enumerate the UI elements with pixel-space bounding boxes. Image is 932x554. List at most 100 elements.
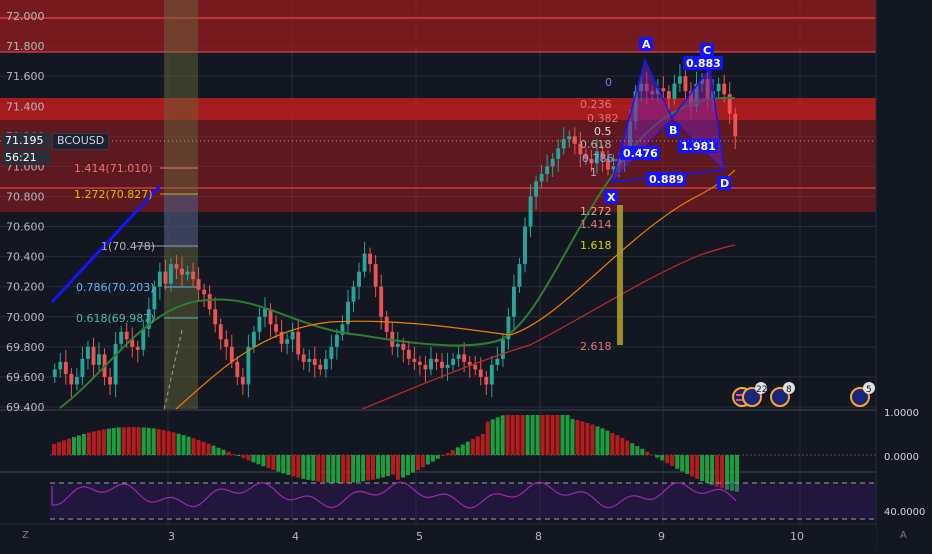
macd-bar bbox=[177, 434, 181, 455]
macd-bar bbox=[536, 415, 540, 455]
price-tick: 69.400 bbox=[6, 401, 45, 414]
candle-body bbox=[108, 377, 112, 385]
price-tick: 71.800 bbox=[6, 40, 45, 53]
macd-bar bbox=[72, 437, 76, 455]
macd-bar bbox=[660, 455, 664, 460]
macd-bar bbox=[521, 415, 525, 455]
macd-bar bbox=[461, 444, 465, 455]
macd-bar bbox=[551, 415, 555, 455]
candle-body bbox=[573, 136, 577, 144]
time-axis[interactable] bbox=[0, 524, 876, 550]
candle-body bbox=[540, 174, 544, 182]
zoom-button[interactable]: Z bbox=[22, 530, 29, 541]
candle-body bbox=[180, 269, 184, 275]
candle-body bbox=[396, 344, 400, 347]
candle-body bbox=[258, 317, 262, 332]
fib-label: 1.414 bbox=[580, 218, 612, 231]
resistance-zones bbox=[0, 0, 876, 212]
price-tick: 72.000 bbox=[6, 10, 45, 23]
candle-body bbox=[197, 279, 201, 290]
price-tick: 70.600 bbox=[6, 221, 45, 234]
candle-body bbox=[307, 359, 311, 362]
ratio-label-abc: 0.476 bbox=[623, 147, 658, 160]
auto-scale-button[interactable]: A bbox=[900, 530, 907, 541]
candle-body bbox=[125, 332, 129, 340]
candle-body bbox=[230, 347, 234, 362]
symbol-label[interactable]: BCOUSD bbox=[52, 133, 109, 150]
macd-bar bbox=[261, 455, 265, 466]
price-axis[interactable] bbox=[876, 0, 932, 550]
macd-bar bbox=[296, 455, 300, 478]
candle-body bbox=[97, 354, 101, 365]
candle-body bbox=[136, 347, 140, 350]
fib-label: 1.272 bbox=[580, 205, 612, 218]
macd-bar bbox=[531, 415, 535, 455]
macd-bar bbox=[361, 455, 365, 481]
candle-body bbox=[92, 347, 96, 365]
price-tick: 70.000 bbox=[6, 311, 45, 324]
price-tick: 70.200 bbox=[6, 281, 45, 294]
macd-bar bbox=[301, 455, 305, 479]
macd-bar bbox=[615, 435, 619, 455]
macd-bar bbox=[107, 429, 111, 455]
macd-bar bbox=[356, 455, 360, 482]
candle-body bbox=[418, 362, 422, 365]
macd-bar bbox=[655, 455, 659, 458]
macd-bar bbox=[331, 455, 335, 483]
candle-body bbox=[324, 359, 328, 370]
event-count: 8 bbox=[786, 385, 792, 395]
macd-bar bbox=[147, 428, 151, 455]
macd-bar bbox=[276, 455, 280, 472]
candle-body bbox=[53, 369, 57, 377]
macd-bar bbox=[256, 455, 260, 464]
macd-bar bbox=[132, 427, 136, 455]
event-badges[interactable]: 22 8 5 bbox=[733, 382, 875, 406]
candle-body bbox=[357, 272, 361, 287]
candle-body bbox=[479, 369, 483, 377]
date-tick: 3 bbox=[168, 530, 175, 543]
candle-body bbox=[473, 365, 477, 370]
candle-body bbox=[462, 354, 466, 362]
candle-body bbox=[468, 362, 472, 365]
candle-body bbox=[412, 359, 416, 362]
macd-bar bbox=[481, 434, 485, 455]
fib-label: 2.618 bbox=[580, 340, 612, 353]
rsi-axis-label: 40.0000 bbox=[884, 507, 925, 518]
macd-bar bbox=[336, 455, 340, 483]
candle-body bbox=[490, 365, 494, 385]
fib-extension-bar bbox=[617, 205, 623, 345]
candle-body bbox=[501, 339, 505, 359]
fib-label: 1 bbox=[590, 166, 597, 179]
macd-bar bbox=[142, 427, 146, 455]
macd-bar bbox=[416, 455, 420, 470]
candle-body bbox=[451, 359, 455, 365]
macd-bar bbox=[167, 431, 171, 455]
candle-body bbox=[401, 344, 405, 350]
macd-bar bbox=[705, 455, 709, 483]
macd-bar bbox=[52, 444, 56, 455]
macd-bar bbox=[466, 442, 470, 455]
candle-body bbox=[69, 374, 73, 385]
candle-countdown: 56:21 bbox=[2, 150, 51, 165]
candle-body bbox=[285, 339, 289, 344]
candle-body bbox=[545, 166, 549, 174]
macd-bar bbox=[381, 455, 385, 477]
fib-label: 0.5 bbox=[594, 125, 612, 138]
candle-body bbox=[119, 332, 123, 344]
candle-body bbox=[368, 254, 372, 265]
macd-bar bbox=[316, 455, 320, 481]
candle-body bbox=[296, 332, 300, 355]
macd-bar bbox=[251, 455, 255, 462]
macd-bar bbox=[645, 452, 649, 455]
macd-bar bbox=[710, 455, 714, 485]
candle-body bbox=[246, 347, 250, 385]
fib-label: 0.786(70.203) bbox=[76, 281, 155, 294]
macd-bar bbox=[526, 415, 530, 455]
candle-body bbox=[186, 272, 190, 275]
macd-bar bbox=[266, 455, 270, 468]
macd-bar bbox=[371, 455, 375, 480]
candle-body bbox=[329, 347, 333, 359]
macd-bar bbox=[122, 427, 126, 455]
